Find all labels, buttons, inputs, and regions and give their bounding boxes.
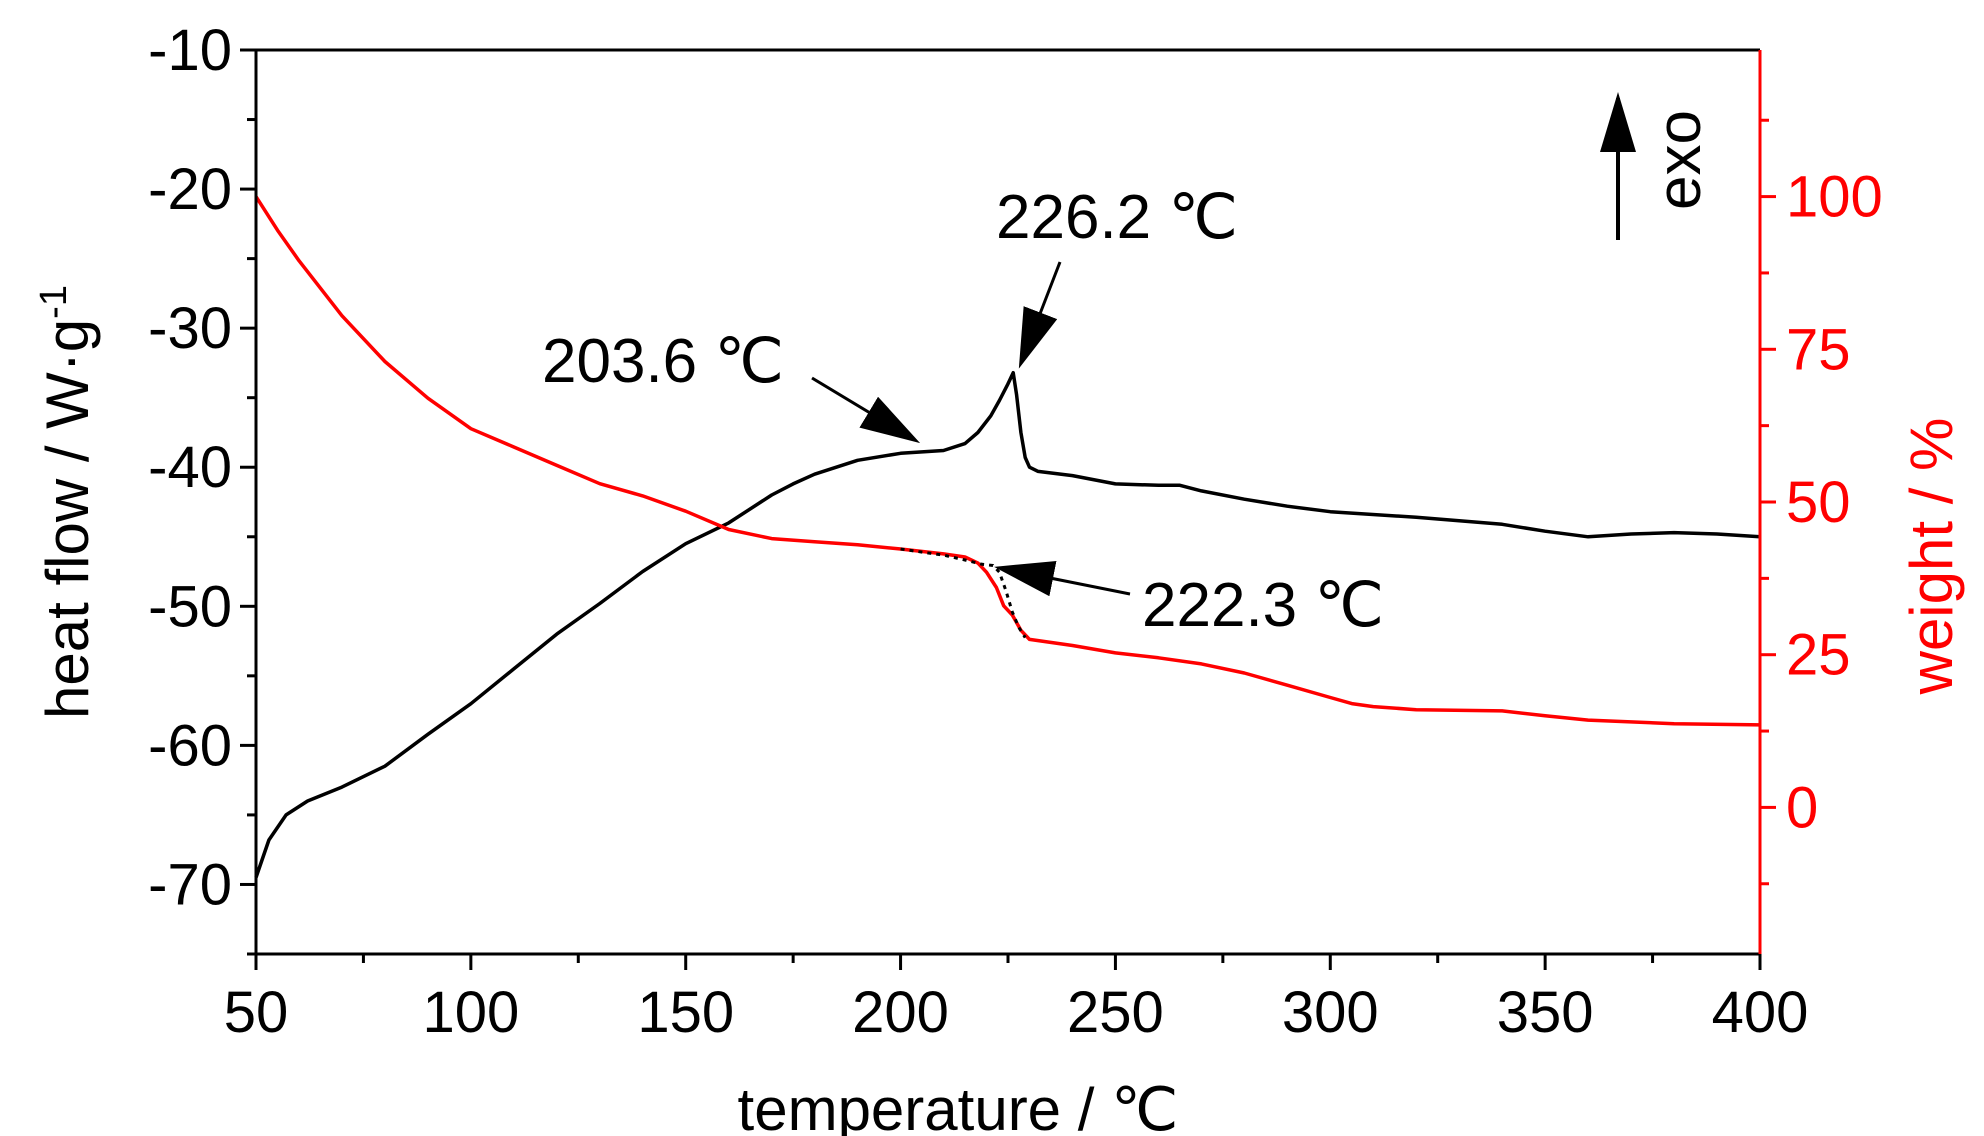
right-tick-label: 75 bbox=[1786, 317, 1851, 382]
exo-label: exo bbox=[1645, 110, 1714, 210]
right-axis-title: weight / % bbox=[1898, 418, 1965, 696]
left-tick-label: -30 bbox=[148, 296, 232, 361]
x-tick-label: 200 bbox=[852, 980, 949, 1045]
annotation-222-3: 222.3 ℃ bbox=[994, 560, 1384, 640]
x-tick-label: 100 bbox=[422, 980, 519, 1045]
left-tick-label: -40 bbox=[148, 435, 232, 500]
left-axis-title: heat flow / W·g-1 bbox=[33, 285, 101, 719]
right-tick-label: 0 bbox=[1786, 775, 1818, 840]
annotation-226-2: 226.2 ℃ bbox=[996, 183, 1238, 369]
x-tick-label: 400 bbox=[1712, 980, 1809, 1045]
right-axis-ticks: 0 25 50 75 100 bbox=[1760, 118, 1883, 886]
left-tick-label: -10 bbox=[148, 18, 232, 83]
x-axis-title: temperature / ℃ bbox=[738, 1076, 1179, 1136]
x-axis-ticks: 50 100 150 200 250 300 350 400 bbox=[224, 954, 1809, 1045]
weight-line bbox=[254, 195, 1761, 727]
annotation-222-3-arrow bbox=[994, 560, 1131, 597]
x-tick-label: 150 bbox=[637, 980, 734, 1045]
left-tick-label: -70 bbox=[148, 852, 232, 917]
left-tick-label: -50 bbox=[148, 574, 232, 639]
annotation-226-2-label: 226.2 ℃ bbox=[996, 183, 1238, 252]
annotation-203-6-label: 203.6 ℃ bbox=[542, 327, 784, 396]
left-axis-title-main: heat flow / W·g bbox=[34, 319, 101, 719]
exo-indicator: exo bbox=[1600, 92, 1714, 240]
right-tick-label: 25 bbox=[1786, 623, 1851, 688]
annotation-203-6: 203.6 ℃ bbox=[542, 327, 921, 444]
x-tick-label: 50 bbox=[224, 980, 289, 1045]
x-tick-label: 250 bbox=[1067, 980, 1164, 1045]
left-tick-label: -20 bbox=[148, 157, 232, 222]
heat-flow-line bbox=[254, 370, 1761, 879]
annotation-226-2-arrow bbox=[1018, 261, 1062, 369]
right-tick-label: 100 bbox=[1786, 165, 1883, 230]
x-tick-label: 350 bbox=[1497, 980, 1594, 1045]
left-axis-title-sup: -1 bbox=[33, 285, 75, 319]
series-layer bbox=[254, 195, 1761, 879]
left-axis-ticks: -10 -20 -30 -40 -50 -60 -70 bbox=[148, 18, 256, 956]
weight-onset-dotted-line bbox=[900, 547, 1027, 639]
left-tick-label: -60 bbox=[148, 713, 232, 778]
x-tick-label: 300 bbox=[1282, 980, 1379, 1045]
right-tick-label: 50 bbox=[1786, 470, 1851, 535]
annotation-222-3-label: 222.3 ℃ bbox=[1142, 571, 1384, 640]
annotation-203-6-arrow bbox=[811, 376, 921, 444]
